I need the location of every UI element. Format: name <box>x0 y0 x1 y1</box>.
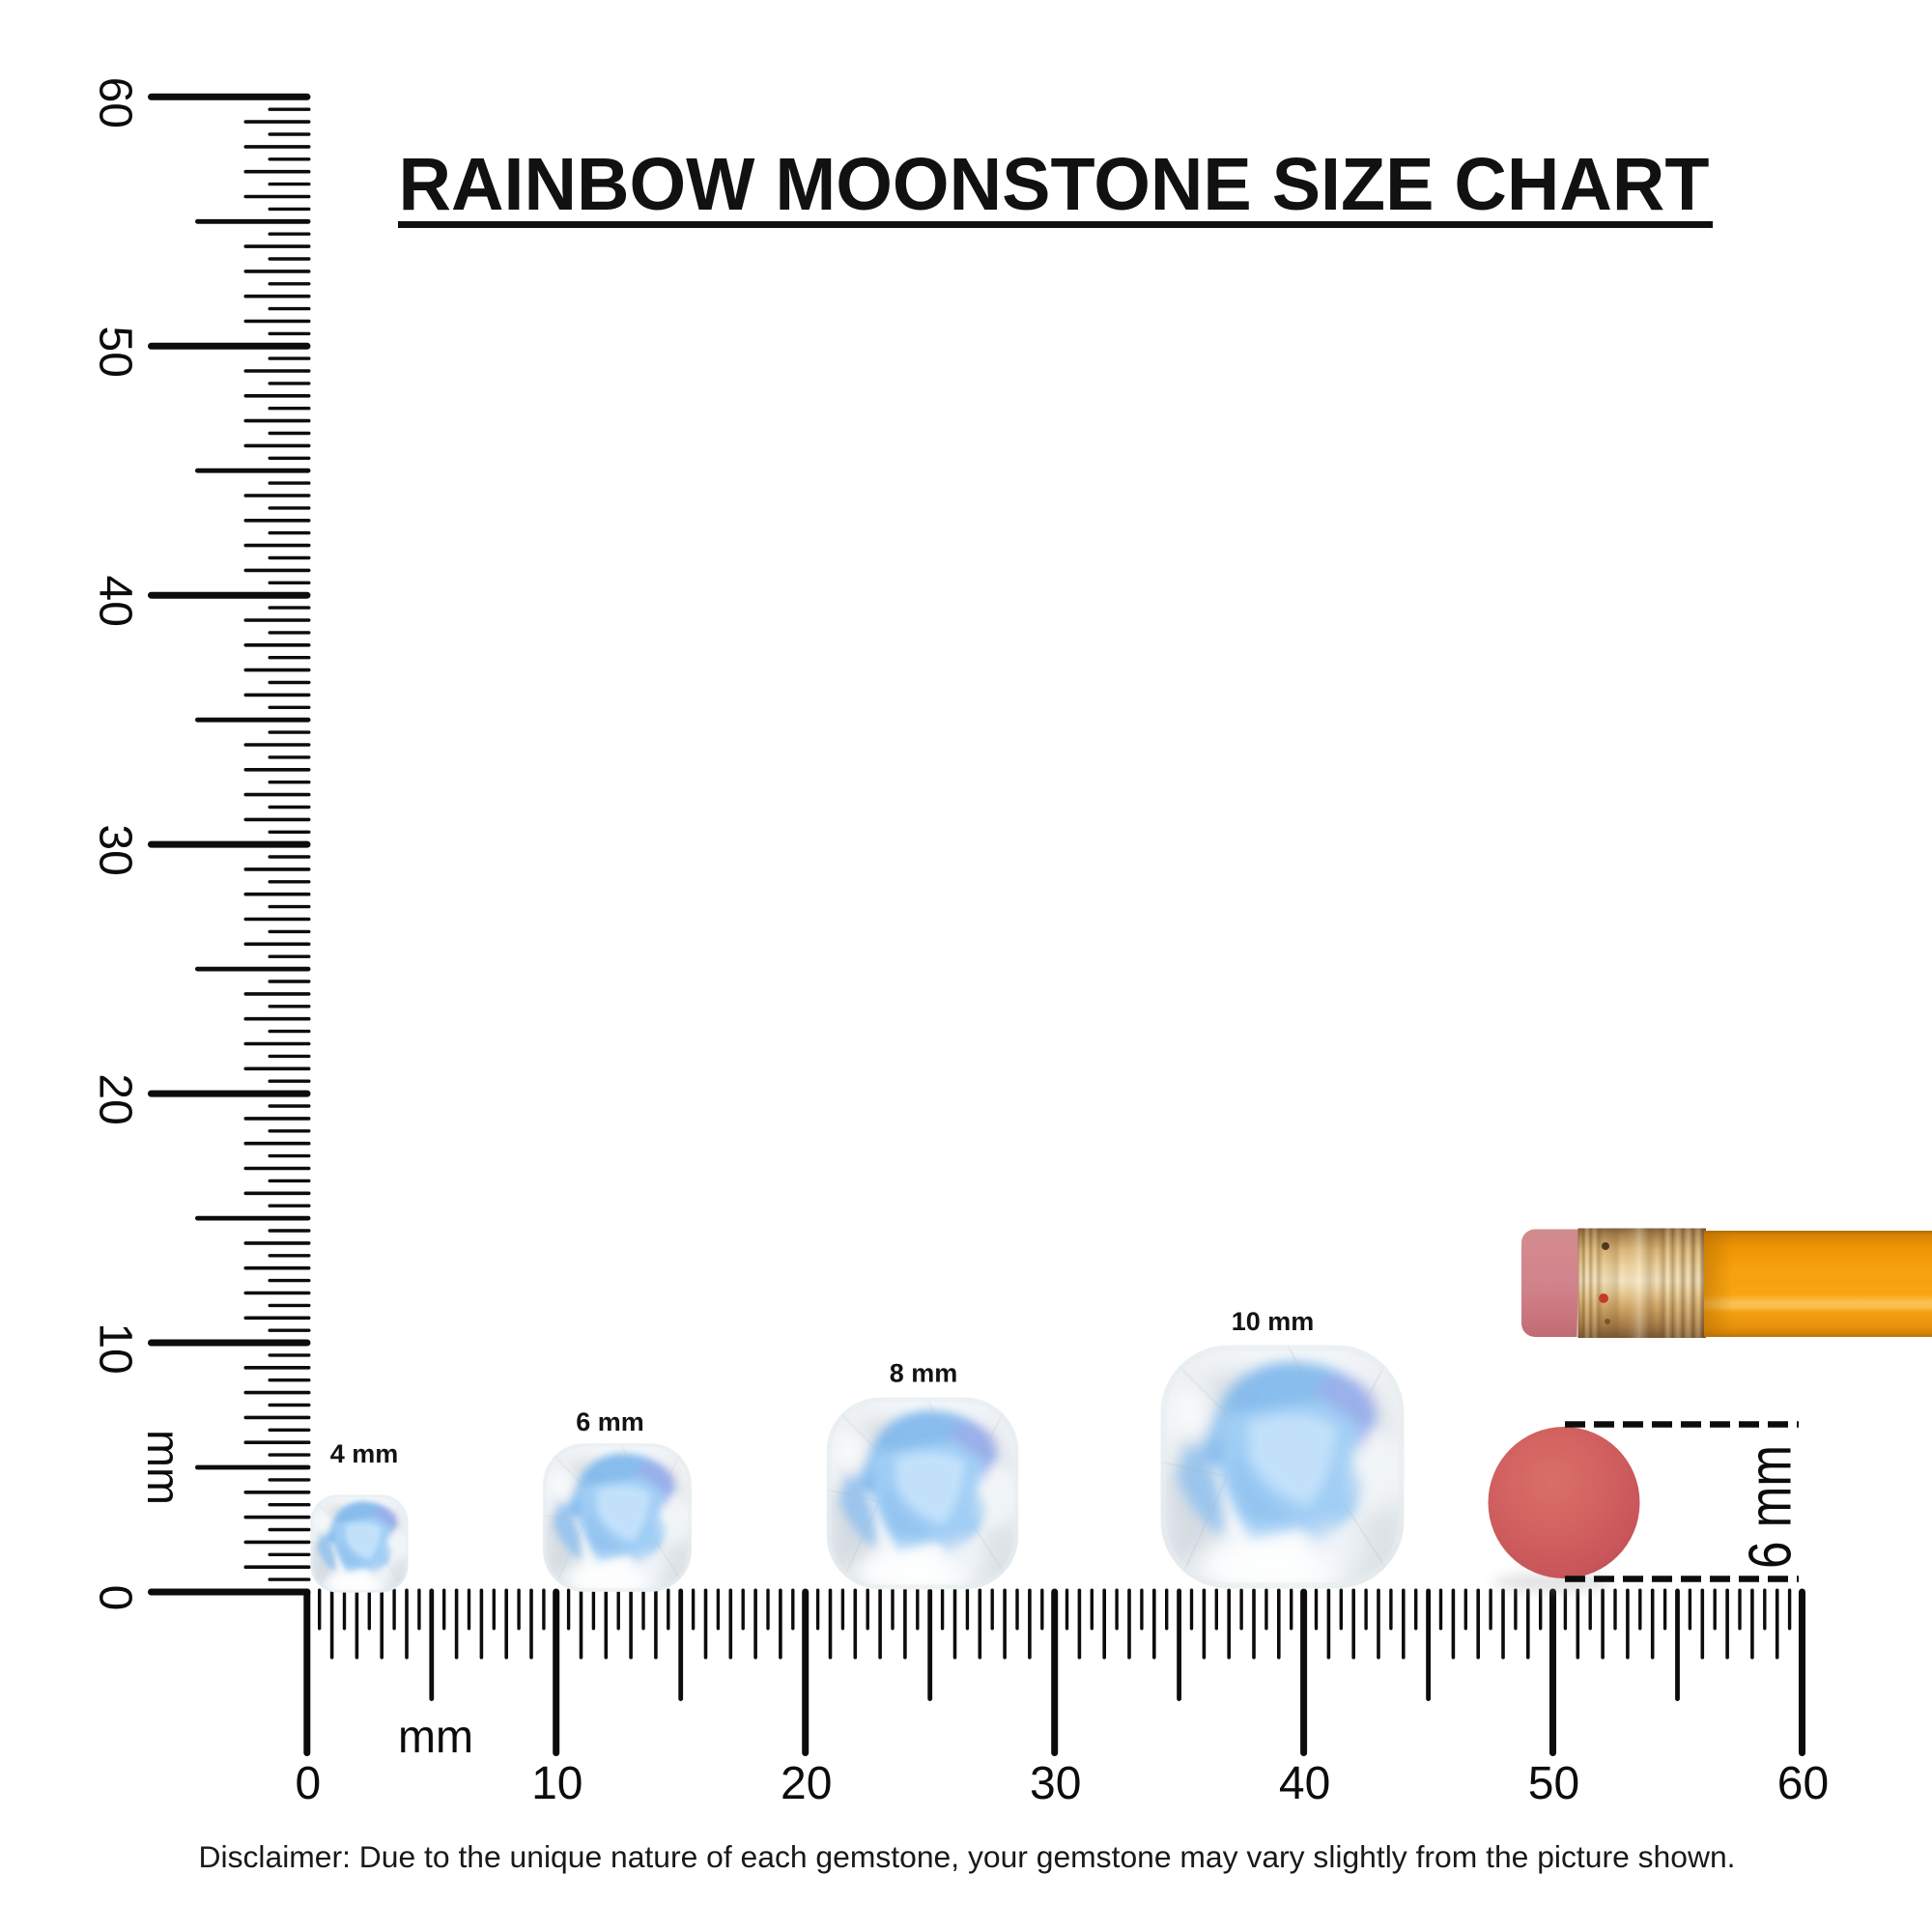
svg-text:6 mm: 6 mm <box>1738 1445 1804 1569</box>
svg-text:4 mm: 4 mm <box>330 1439 399 1468</box>
svg-text:0: 0 <box>295 1758 321 1809</box>
svg-text:10 mm: 10 mm <box>1232 1307 1315 1336</box>
svg-text:20: 20 <box>781 1758 832 1809</box>
svg-text:40: 40 <box>1279 1758 1330 1809</box>
svg-text:mm: mm <box>137 1430 188 1505</box>
svg-text:60: 60 <box>1777 1758 1829 1809</box>
svg-text:10: 10 <box>90 1322 141 1374</box>
svg-text:50: 50 <box>90 327 141 378</box>
svg-text:30: 30 <box>1030 1758 1081 1809</box>
svg-text:40: 40 <box>90 576 141 627</box>
svg-text:60: 60 <box>90 77 141 128</box>
svg-text:20: 20 <box>90 1073 141 1124</box>
svg-text:10: 10 <box>531 1758 582 1809</box>
svg-text:Disclaimer: Due to the unique: Disclaimer: Due to the unique nature of … <box>199 1839 1736 1874</box>
svg-text:RAINBOW MOONSTONE SIZE CHART: RAINBOW MOONSTONE SIZE CHART <box>399 143 1710 226</box>
svg-text:6 mm: 6 mm <box>576 1407 644 1436</box>
svg-text:30: 30 <box>90 824 141 875</box>
svg-text:mm: mm <box>398 1712 473 1763</box>
svg-text:8 mm: 8 mm <box>890 1359 958 1388</box>
svg-text:0: 0 <box>90 1585 141 1611</box>
svg-text:50: 50 <box>1528 1758 1579 1809</box>
